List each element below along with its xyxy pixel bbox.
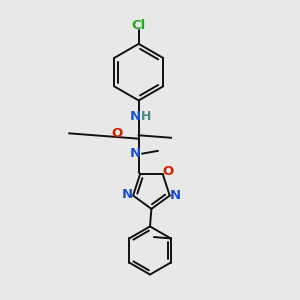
Text: O: O bbox=[111, 128, 122, 140]
Text: N: N bbox=[170, 189, 181, 202]
Text: O: O bbox=[162, 165, 173, 178]
Text: N: N bbox=[130, 110, 141, 122]
Text: Cl: Cl bbox=[132, 19, 146, 32]
Text: N: N bbox=[130, 147, 141, 160]
Text: H: H bbox=[141, 110, 151, 122]
Text: N: N bbox=[122, 188, 133, 201]
